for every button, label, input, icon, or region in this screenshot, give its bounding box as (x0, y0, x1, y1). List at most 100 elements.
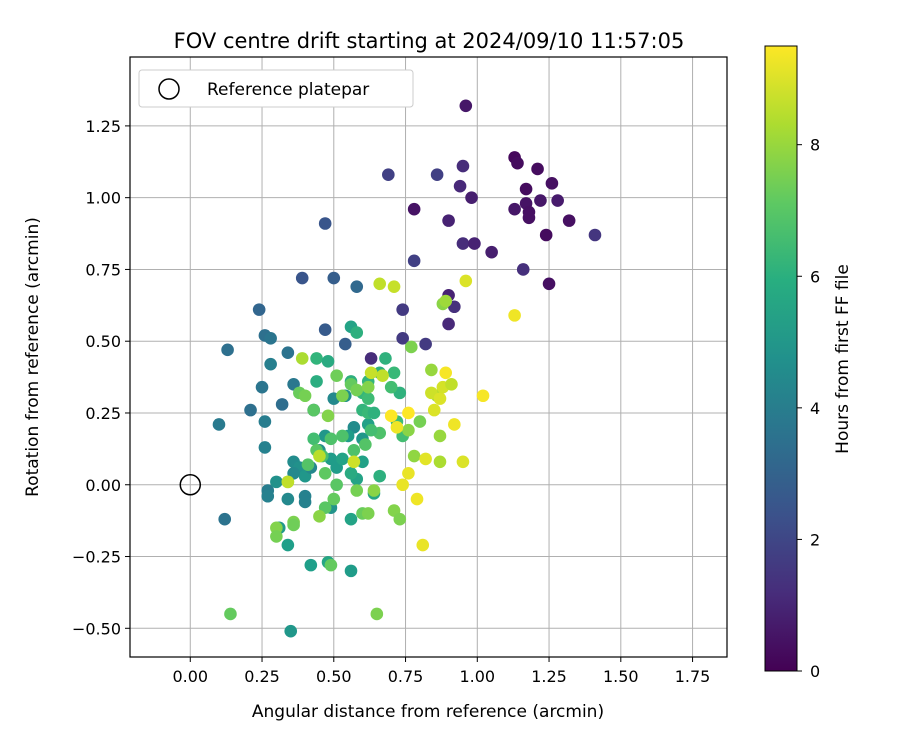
x-tick-label: 1.00 (459, 667, 495, 686)
data-point (373, 277, 387, 291)
data-point (310, 375, 323, 388)
data-point (551, 194, 564, 207)
data-point (361, 380, 375, 394)
data-point (350, 383, 364, 397)
data-point (370, 607, 384, 621)
data-point (427, 403, 441, 417)
data-point (295, 352, 309, 365)
data-point (275, 398, 289, 411)
data-point (364, 423, 378, 437)
data-point (258, 415, 272, 428)
data-point (404, 340, 418, 354)
legend-label-reference: Reference platepar (207, 80, 369, 100)
data-point (442, 214, 455, 227)
data-point (539, 228, 553, 242)
data-point (402, 466, 415, 480)
x-axis-ticks: 0.00 0.25 0.50 0.75 1.00 1.25 1.50 1.75 (172, 657, 710, 686)
data-point (419, 452, 432, 466)
colorbar-tick-label: 2 (810, 530, 820, 549)
data-point (485, 245, 498, 259)
x-tick-label: 1.25 (531, 667, 567, 686)
data-point (338, 337, 352, 351)
data-point (350, 484, 364, 497)
data-point (379, 352, 392, 365)
data-point (456, 455, 470, 469)
data-point (307, 403, 320, 417)
data-point (367, 484, 381, 497)
data-point (361, 392, 375, 405)
data-point (330, 478, 343, 492)
data-point (439, 366, 453, 380)
y-axis-label: Rotation from reference (arcmin) (23, 217, 43, 497)
data-point (425, 363, 438, 377)
data-point (324, 432, 338, 446)
grid-lines (130, 57, 727, 657)
y-tick-label: −0.25 (72, 548, 121, 567)
data-point (396, 332, 409, 345)
data-point (321, 409, 335, 423)
x-tick-label: 0.75 (388, 667, 424, 686)
data-point (416, 538, 430, 552)
y-axis-ticks: −0.50 −0.25 0.00 0.25 0.50 0.75 1.00 1.25 (72, 117, 130, 638)
data-point (344, 466, 358, 480)
data-point (287, 518, 300, 532)
y-tick-label: 1.00 (85, 189, 121, 208)
data-point (212, 418, 226, 431)
data-point (261, 489, 275, 503)
data-point (313, 510, 326, 523)
data-point (258, 441, 272, 454)
data-point (387, 280, 401, 293)
data-points (179, 99, 602, 638)
data-point (318, 217, 332, 230)
data-point (459, 274, 473, 288)
data-point (270, 475, 283, 489)
y-tick-label: 0.50 (85, 332, 121, 351)
data-point (456, 159, 470, 173)
data-point (511, 156, 524, 170)
data-point (542, 277, 556, 291)
data-point (284, 624, 298, 638)
y-tick-label: 0.25 (85, 404, 121, 423)
data-point (445, 377, 458, 391)
colorbar-label: Hours from first FF file (833, 264, 853, 454)
data-point (218, 512, 232, 526)
data-point (430, 168, 444, 182)
data-point (224, 607, 237, 621)
data-point (221, 343, 234, 357)
data-point (356, 455, 369, 469)
data-point (281, 475, 295, 489)
data-point (384, 380, 398, 394)
chart-title: FOV centre drift starting at 2024/09/10 … (174, 29, 685, 53)
data-point (433, 455, 447, 469)
data-point (350, 326, 364, 339)
data-point (382, 168, 395, 182)
data-point (347, 455, 361, 469)
data-point (336, 429, 349, 443)
legend-box (138, 69, 414, 108)
data-point (410, 492, 424, 506)
x-tick-label: 0.50 (316, 667, 352, 686)
y-tick-label: 0.75 (85, 260, 121, 279)
data-point (264, 357, 277, 371)
data-point (304, 558, 318, 572)
data-point (307, 432, 320, 446)
data-point (347, 444, 361, 457)
data-point (364, 366, 378, 380)
data-point (298, 389, 312, 403)
data-point (402, 406, 415, 420)
y-tick-label: 0.00 (85, 476, 121, 495)
data-point (361, 507, 375, 520)
x-tick-label: 0.00 (172, 667, 208, 686)
colorbar-tick-label: 8 (810, 136, 820, 155)
data-point (439, 294, 453, 308)
data-point (407, 202, 421, 216)
data-point (373, 469, 387, 483)
data-point (508, 309, 521, 322)
data-point (327, 492, 341, 506)
data-point (402, 423, 415, 437)
data-point (295, 271, 309, 285)
data-point (531, 162, 544, 176)
data-point (545, 177, 559, 190)
data-point (344, 512, 358, 526)
data-point (270, 530, 283, 543)
